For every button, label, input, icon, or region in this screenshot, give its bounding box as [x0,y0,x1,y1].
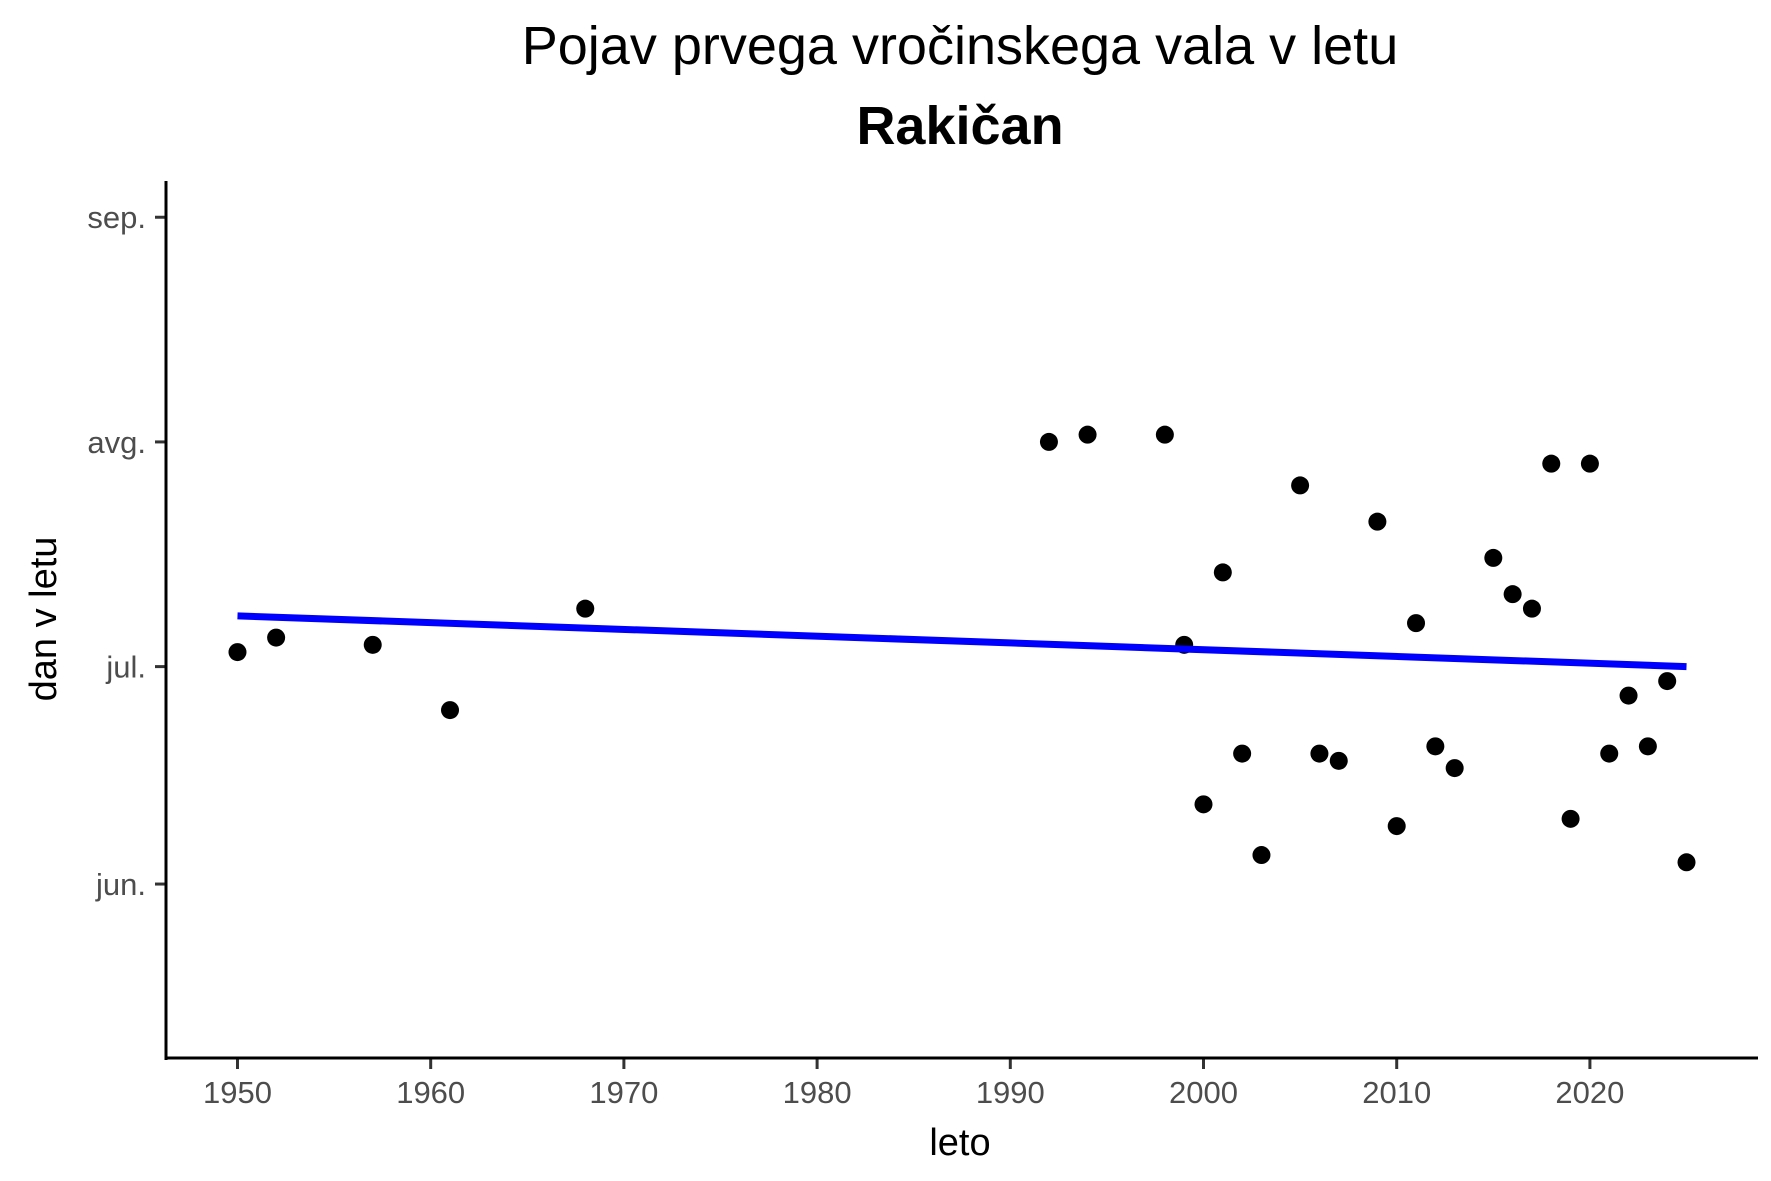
data-point [1233,744,1252,763]
data-point [576,599,595,618]
data-point [1329,751,1348,770]
x-axis-ticks: 1950 1960 1970 1980 1990 2000 2010 2020 [203,1058,1624,1110]
data-point [1310,744,1329,763]
x-tick-label: 1980 [783,1075,852,1110]
data-points [228,425,1696,872]
y-tick-label: jun. [95,867,146,902]
x-tick-label: 1960 [396,1075,465,1110]
data-point [1503,585,1522,604]
data-point [1291,476,1310,495]
x-axis-title: leto [929,1122,990,1164]
data-point [441,701,460,720]
y-axis-ticks: jun. jul. avg. sep. [87,200,166,902]
data-point [1522,599,1541,618]
data-point [363,635,382,654]
chart-subtitle: Rakičan [856,96,1063,156]
trend-line-group [237,612,1687,671]
data-point [1368,512,1387,531]
trend-line [237,612,1687,671]
x-tick-label: 2020 [1555,1075,1624,1110]
y-tick-label: jul. [105,650,146,685]
data-point [1638,737,1657,756]
data-point [267,628,286,647]
data-point [1252,846,1271,865]
data-point [1580,454,1599,473]
x-tick-label: 2010 [1362,1075,1431,1110]
data-point [1561,809,1580,828]
x-tick-label: 1970 [589,1075,658,1110]
chart-title: Pojav prvega vročinskega vala v letu [522,16,1398,76]
x-tick-label: 2000 [1169,1075,1238,1110]
data-point [1407,614,1426,633]
data-point [1387,817,1406,836]
data-point [1619,686,1638,705]
data-point [1484,548,1503,567]
data-point [1658,672,1677,691]
x-tick-label: 1950 [203,1075,272,1110]
data-point [1213,563,1232,582]
data-point [1194,795,1213,814]
data-point [1445,759,1464,778]
data-point [1155,425,1174,444]
data-point [1426,737,1445,756]
y-axis-title: dan v letu [23,537,65,702]
data-point [1078,425,1097,444]
data-point [228,643,247,662]
data-point [1600,744,1619,763]
x-tick-label: 1990 [976,1075,1045,1110]
data-point [1677,853,1696,872]
y-tick-label: avg. [87,425,146,460]
data-point [1542,454,1561,473]
y-tick-label: sep. [87,200,146,235]
data-point [1039,432,1058,451]
